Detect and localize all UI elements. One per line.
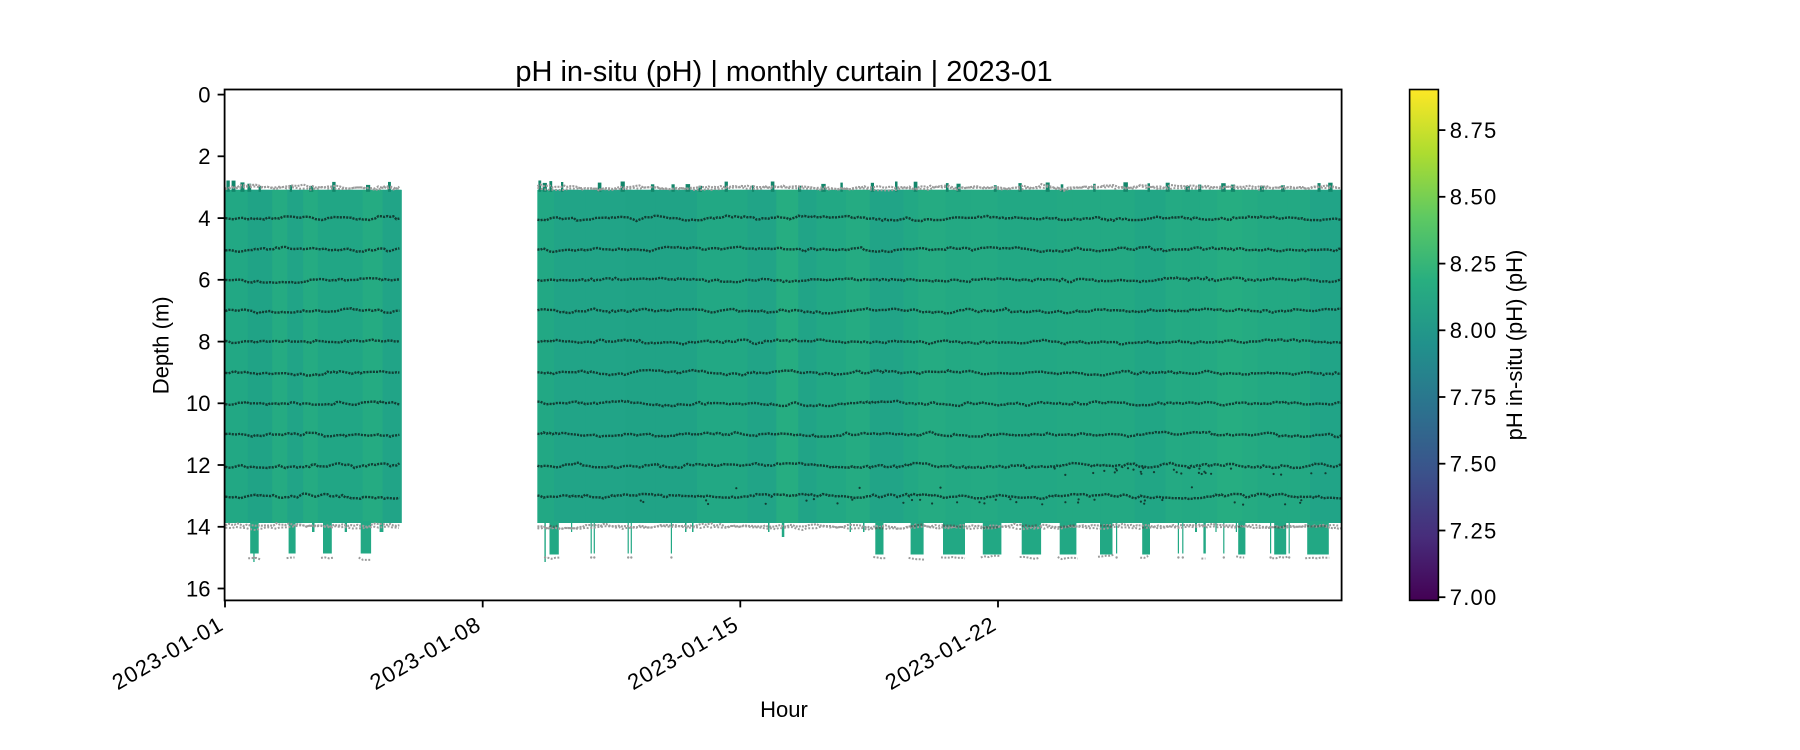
svg-text:0: 0 — [198, 82, 210, 107]
svg-text:10: 10 — [186, 391, 210, 416]
svg-text:8.25: 8.25 — [1450, 251, 1498, 276]
svg-text:8: 8 — [198, 329, 210, 354]
svg-text:7.50: 7.50 — [1450, 452, 1498, 477]
svg-text:8.50: 8.50 — [1450, 185, 1498, 210]
svg-text:Hour: Hour — [760, 697, 808, 722]
svg-text:7.25: 7.25 — [1450, 518, 1498, 543]
svg-text:pH in-situ (pH) | monthly curt: pH in-situ (pH) | monthly curtain | 2023… — [515, 56, 1052, 88]
svg-text:4: 4 — [198, 206, 210, 231]
svg-text:7.75: 7.75 — [1450, 385, 1498, 410]
svg-text:14: 14 — [186, 515, 210, 540]
svg-text:6: 6 — [198, 268, 210, 293]
svg-text:Depth (m): Depth (m) — [149, 296, 174, 394]
svg-text:pH in-situ (pH) (pH): pH in-situ (pH) (pH) — [1502, 250, 1527, 441]
svg-text:12: 12 — [186, 453, 210, 478]
svg-text:8.75: 8.75 — [1450, 118, 1498, 143]
svg-text:8.00: 8.00 — [1450, 318, 1498, 343]
svg-text:16: 16 — [186, 576, 210, 601]
svg-text:2: 2 — [198, 144, 210, 169]
svg-text:7.00: 7.00 — [1450, 585, 1498, 610]
